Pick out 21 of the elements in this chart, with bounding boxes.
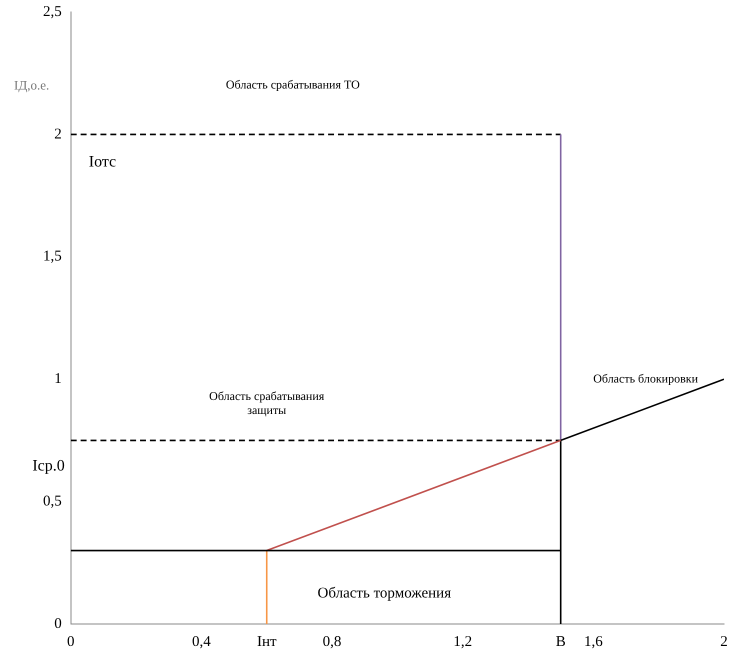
x-tick-label: 2 bbox=[720, 634, 728, 650]
y-tick-label: 1,5 bbox=[43, 248, 62, 265]
x-tick-label: 0,4 bbox=[192, 634, 212, 650]
y-tick-label: 2 bbox=[54, 126, 62, 142]
y-tick-label: 0,5 bbox=[43, 494, 62, 510]
x-tick-label: B bbox=[556, 634, 566, 650]
y-tick-label: 0 bbox=[54, 616, 62, 632]
x-tick-label: 0,8 bbox=[322, 634, 342, 650]
y-tick-label: 2,5 bbox=[43, 4, 62, 20]
x-tick-label: 0 bbox=[67, 634, 74, 650]
annotation: Область срабатывания защиты bbox=[209, 388, 325, 417]
x-tick-label: 1,6 bbox=[584, 634, 604, 650]
annotation: Область блокировки bbox=[593, 371, 699, 386]
x-tick-label: Iнт bbox=[256, 634, 277, 650]
annotation: Iотс bbox=[88, 153, 116, 170]
annotation: Iср.0 bbox=[32, 457, 65, 474]
annotation: Область срабатывания ТО bbox=[226, 78, 360, 92]
x-tick-label: 1,2 bbox=[453, 634, 472, 650]
y-axis-title: IД,о.е. bbox=[14, 77, 50, 92]
y-tick-label: 1 bbox=[54, 371, 62, 388]
annotation: Область торможения bbox=[318, 585, 452, 602]
